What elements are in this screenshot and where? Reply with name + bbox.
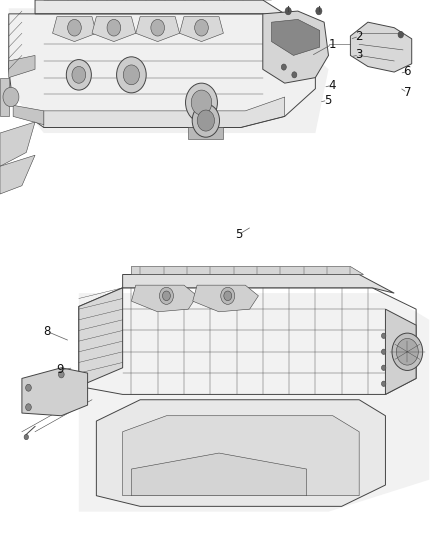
Polygon shape [22,368,88,416]
Circle shape [25,404,32,410]
Text: 9: 9 [57,364,64,376]
Polygon shape [350,22,412,72]
Circle shape [67,19,81,36]
Polygon shape [385,309,416,394]
Circle shape [381,381,386,386]
Circle shape [117,57,146,93]
Polygon shape [131,285,197,312]
Circle shape [192,104,219,137]
Circle shape [392,333,423,370]
Circle shape [381,349,386,354]
Polygon shape [35,0,285,14]
Text: 4: 4 [328,79,336,92]
Polygon shape [96,400,385,506]
Polygon shape [131,453,307,496]
Polygon shape [188,127,223,139]
Polygon shape [0,78,9,116]
Polygon shape [9,9,328,133]
Circle shape [381,333,386,338]
Polygon shape [44,97,285,127]
Polygon shape [53,17,96,42]
Text: 7: 7 [403,86,411,99]
Polygon shape [136,17,180,42]
Text: 2: 2 [355,30,363,43]
Circle shape [197,110,215,131]
Circle shape [107,19,121,36]
Circle shape [285,7,291,15]
Text: 8: 8 [44,325,51,338]
Circle shape [292,72,297,78]
Polygon shape [263,11,328,83]
Polygon shape [193,285,258,312]
Circle shape [381,365,386,370]
Circle shape [194,19,208,36]
Polygon shape [13,106,44,125]
Polygon shape [0,122,35,166]
Polygon shape [79,288,123,386]
Polygon shape [123,416,359,496]
Polygon shape [180,17,223,42]
Text: 3: 3 [356,49,363,61]
Circle shape [159,287,173,304]
Circle shape [398,31,403,38]
Polygon shape [9,55,35,78]
Circle shape [59,371,64,378]
Circle shape [3,87,19,107]
Circle shape [123,65,140,85]
Circle shape [72,67,86,83]
Circle shape [66,60,92,90]
Text: 1: 1 [328,38,336,51]
Polygon shape [79,293,429,512]
Circle shape [191,90,212,115]
Polygon shape [92,17,136,42]
Circle shape [281,64,286,70]
Polygon shape [0,155,35,194]
Circle shape [151,19,165,36]
Circle shape [221,287,235,304]
Text: 6: 6 [403,65,411,78]
Circle shape [396,338,418,365]
Circle shape [186,83,217,122]
Circle shape [162,291,170,301]
Circle shape [25,384,32,391]
Text: 5: 5 [235,228,242,241]
Polygon shape [131,266,364,274]
Polygon shape [123,274,394,293]
Circle shape [24,434,28,440]
Polygon shape [272,19,320,55]
Circle shape [316,7,322,15]
Text: 5: 5 [324,94,331,107]
Circle shape [224,291,232,301]
